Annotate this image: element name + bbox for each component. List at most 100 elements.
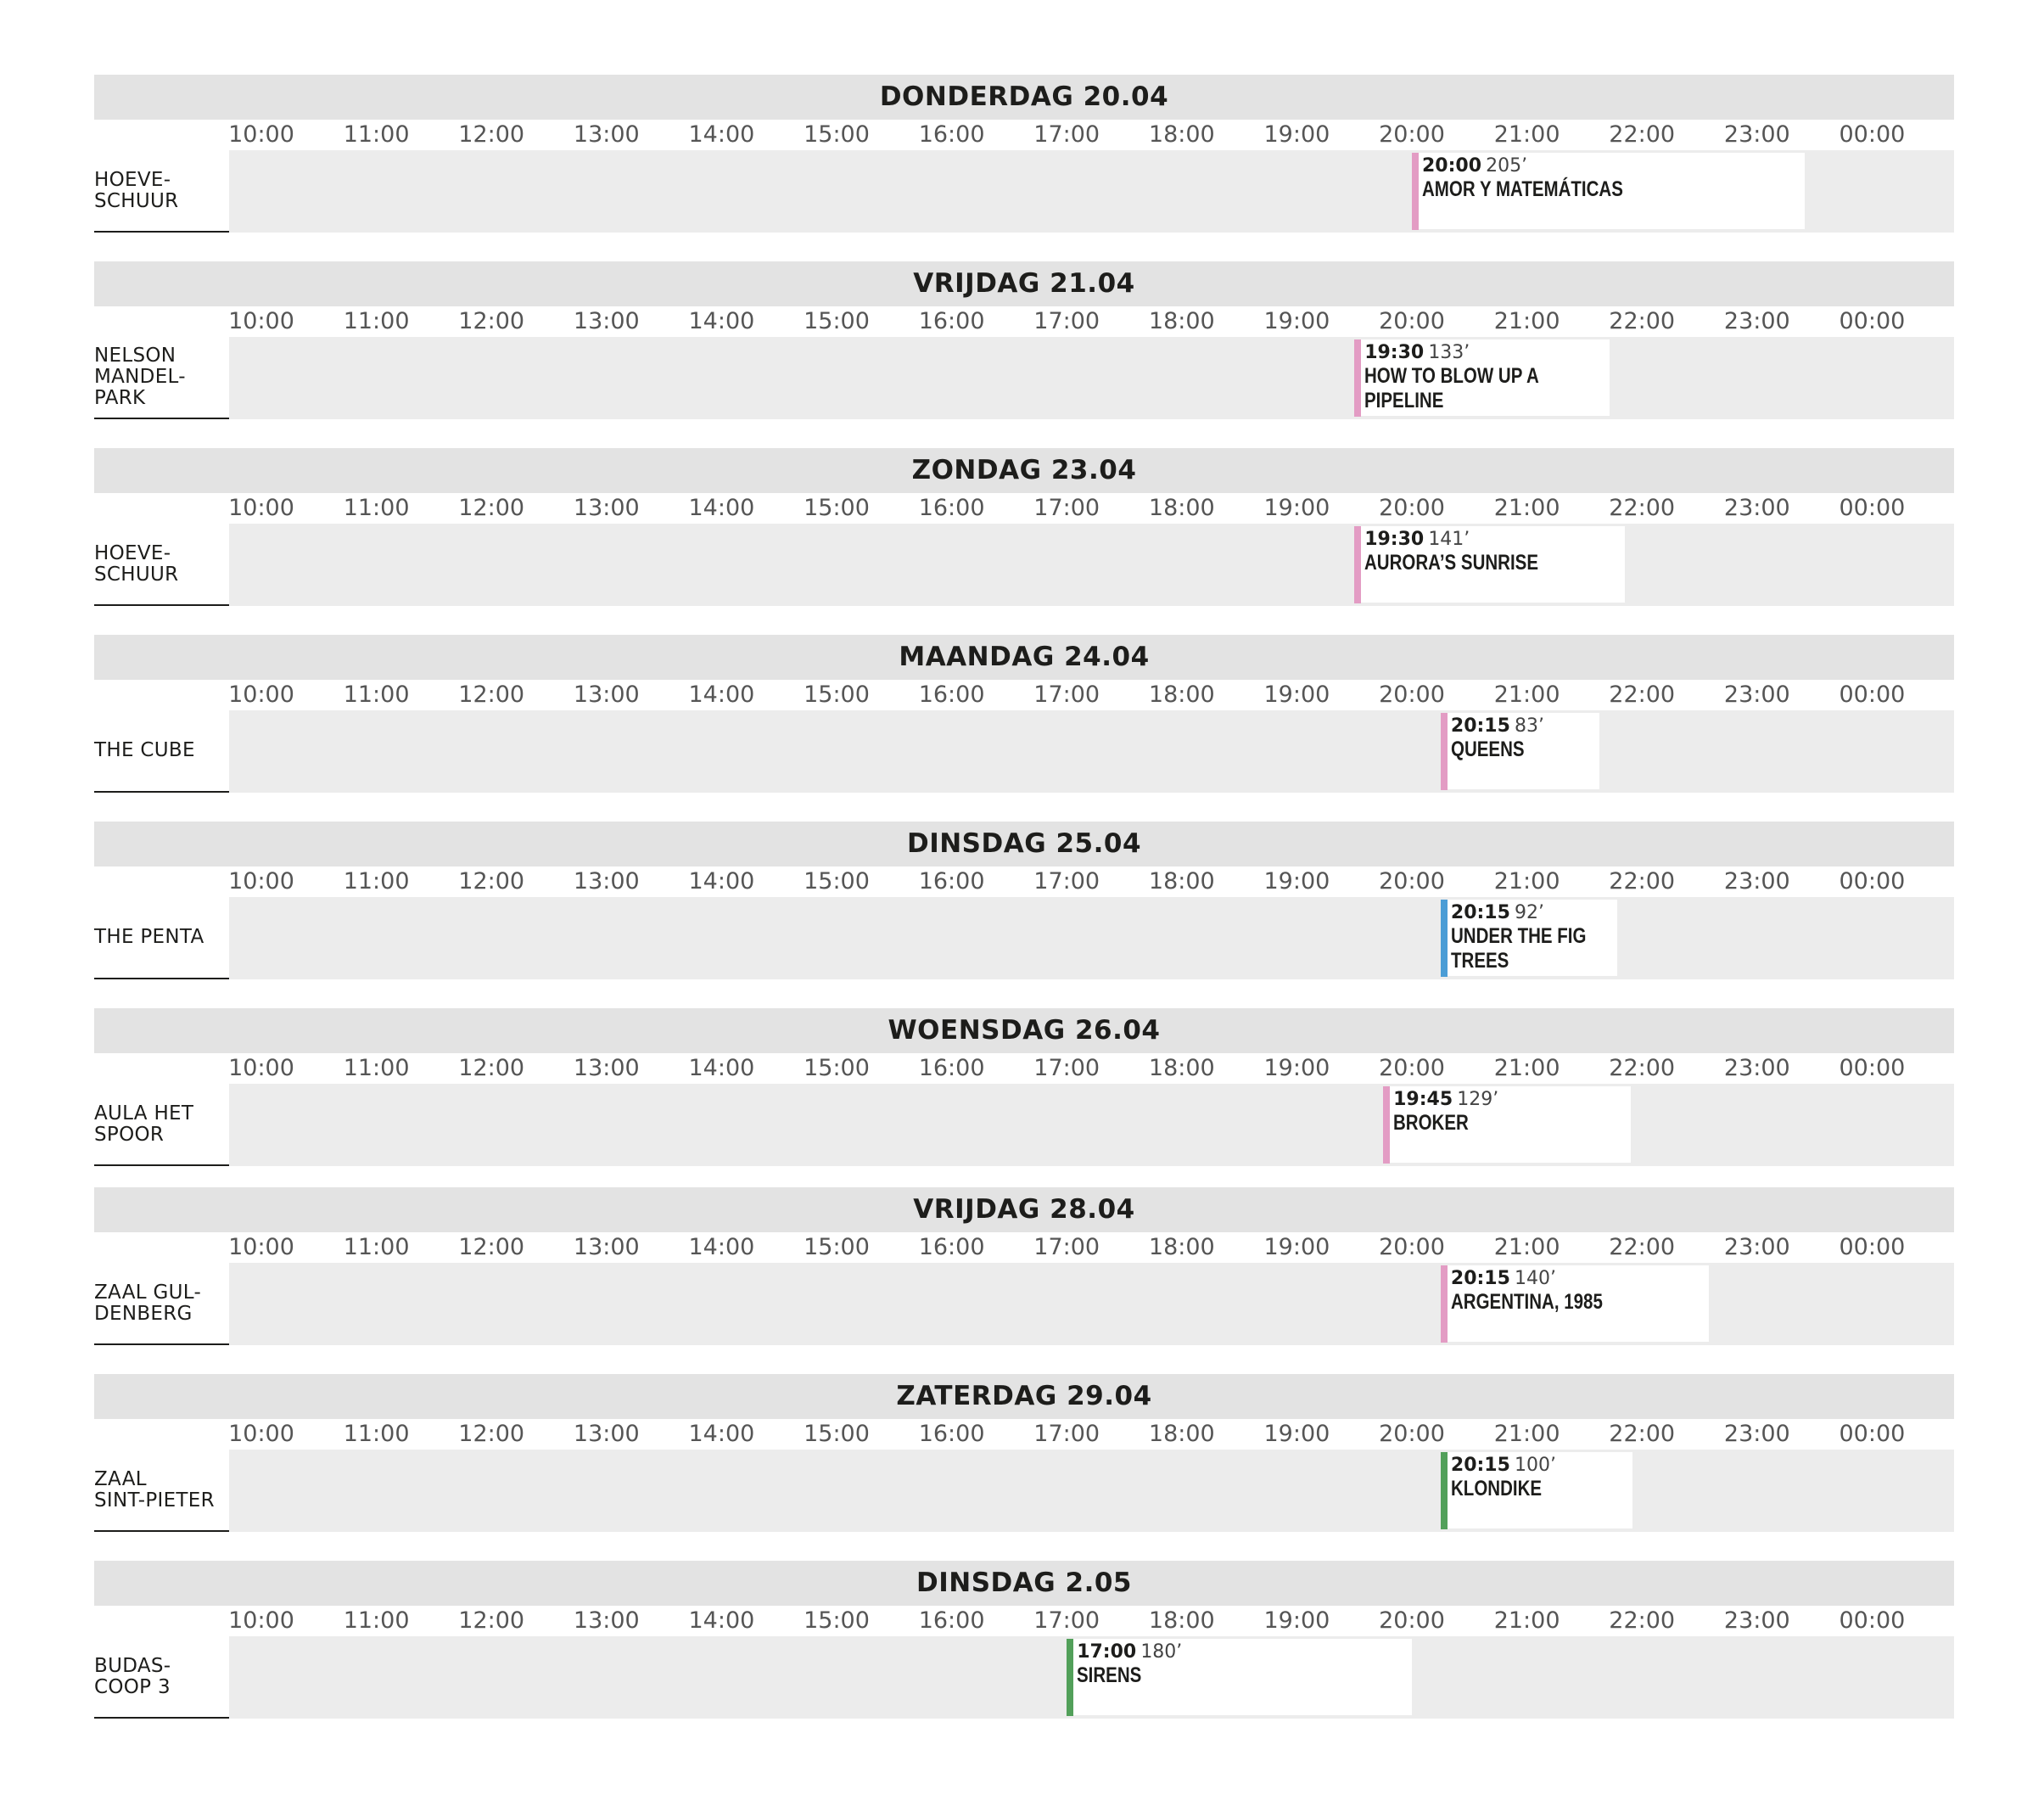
venue-cell: AULA HET SPOOR [94,1084,229,1166]
venue-name: NELSON MANDEL- PARK [94,345,186,409]
timeline-track: 20:15 100’ KLONDIKE [229,1450,1954,1532]
hour-label: 18:00 [1148,1234,1215,1260]
hour-label: 23:00 [1723,868,1790,895]
hour-label: 00:00 [1839,1234,1906,1260]
hour-label: 15:00 [804,681,870,708]
hour-label: 11:00 [343,681,410,708]
venue-cell: HOEVE- SCHUUR [94,524,229,606]
hour-label: 11:00 [343,1234,410,1260]
screening-card[interactable]: 19:30 141’ AURORA’S SUNRISE [1354,526,1625,603]
hour-label: 11:00 [343,1421,410,1447]
timeline-track: 19:30 141’ AURORA’S SUNRISE [229,524,1954,606]
venue-cell: THE CUBE [94,710,229,793]
hour-label: 17:00 [1033,1234,1100,1260]
venue-name: BUDAS- COOP 3 [94,1654,171,1698]
hour-label: 00:00 [1839,308,1906,334]
screening-time: 20:15 [1450,715,1510,737]
hour-label: 17:00 [1033,121,1100,148]
hour-label: 12:00 [458,1421,525,1447]
hour-label: 00:00 [1839,1607,1906,1634]
hour-label: 17:00 [1033,868,1100,895]
screening-time: 19:30 [1364,342,1425,363]
hour-label: 11:00 [343,308,410,334]
hour-label: 23:00 [1723,1234,1790,1260]
hour-label: 11:00 [343,495,410,521]
venue-name: ZAAL GUL- DENBERG [94,1281,202,1325]
hour-label: 18:00 [1148,121,1215,148]
hour-label: 16:00 [918,1234,985,1260]
hour-label: 12:00 [458,681,525,708]
day-title: VRIJDAG 21.04 [94,261,1954,306]
hour-label: 20:00 [1379,495,1445,521]
screening-card[interactable]: 20:15 100’ KLONDIKE [1440,1452,1632,1529]
hour-label: 17:00 [1033,1055,1100,1081]
hour-label: 14:00 [688,1234,755,1260]
day-title: ZONDAG 23.04 [94,448,1954,493]
hour-label: 16:00 [918,1607,985,1634]
day-title: MAANDAG 24.04 [94,635,1954,680]
hour-label: 22:00 [1609,1055,1676,1081]
hour-label: 16:00 [918,121,985,148]
hour-label: 14:00 [688,681,755,708]
hour-label: 12:00 [458,1607,525,1634]
day-title: DINSDAG 2.05 [94,1561,1954,1606]
screening-card[interactable]: 20:15 140’ ARGENTINA, 1985 [1440,1265,1710,1343]
hour-label: 00:00 [1839,681,1906,708]
hour-axis: 10:00 11:00 12:00 13:00 14:00 15:00 16:00 17:00… [94,493,1954,524]
hour-label: 12:00 [458,868,525,895]
hour-label: 16:00 [918,868,985,895]
screening-card[interactable]: 20:15 83’ QUEENS [1440,713,1600,790]
category-color-bar [1440,900,1448,977]
hour-label: 20:00 [1379,1607,1445,1634]
hour-label: 13:00 [573,681,640,708]
hour-label: 10:00 [228,1421,294,1447]
screening-meta: 20:15 140’ [1451,1268,1709,1290]
hour-label: 21:00 [1493,308,1560,334]
hour-label: 20:00 [1379,121,1445,148]
day-block: DINSDAG 25.04 10:00 11:00 12:00 13:00 14:00 15… [94,822,1954,980]
hour-axis: 10:00 11:00 12:00 13:00 14:00 15:00 16:00 17:00… [94,306,1954,337]
hour-label: 12:00 [458,1055,525,1081]
film-title: KLONDIKE [1450,1477,1542,1500]
hour-label: 14:00 [688,1421,755,1447]
screening-card[interactable]: 19:30 133’ HOW TO BLOW UP A PIPELINE [1354,339,1610,417]
screening-meta: 17:00 180’ [1077,1641,1412,1663]
timeline-track: 20:00 205’ AMOR Y MATEMÁTICAS [229,150,1954,233]
film-title: SIRENS [1077,1663,1142,1687]
venue-cell: BUDAS- COOP 3 [94,1636,229,1719]
hour-label: 10:00 [228,868,294,895]
hour-label: 17:00 [1033,681,1100,708]
hour-label: 23:00 [1723,121,1790,148]
venue-cell: THE PENTA [94,897,229,979]
screening-card[interactable]: 20:15 92’ UNDER THE FIG TREES [1440,900,1617,977]
hour-label: 13:00 [573,1055,640,1081]
category-color-bar [1440,713,1448,790]
hour-label: 18:00 [1148,868,1215,895]
timeline-track: 20:15 140’ ARGENTINA, 1985 [229,1263,1954,1345]
hour-label: 14:00 [688,121,755,148]
hour-label: 18:00 [1148,1055,1215,1081]
hour-label: 17:00 [1033,308,1100,334]
hour-label: 18:00 [1148,1607,1215,1634]
day-block: VRIJDAG 28.04 10:00 11:00 12:00 13:00 14:00 15… [94,1187,1954,1346]
hour-label: 15:00 [804,1421,870,1447]
film-title: HOW TO BLOW UP A PIPELINE [1364,364,1539,412]
hour-label: 13:00 [573,1234,640,1260]
film-title: UNDER THE FIG TREES [1450,924,1587,973]
hour-label: 23:00 [1723,1421,1790,1447]
hour-label: 10:00 [228,121,294,148]
hour-label: 19:00 [1263,121,1330,148]
screening-card[interactable]: 20:00 205’ AMOR Y MATEMÁTICAS [1412,153,1806,230]
screening-meta: 20:15 92’ [1451,902,1617,924]
day-block: VRIJDAG 21.04 10:00 11:00 12:00 13:00 14:00 15… [94,261,1954,420]
screening-card[interactable]: 17:00 180’ SIRENS [1067,1639,1412,1716]
hour-label: 22:00 [1609,681,1676,708]
hour-label: 11:00 [343,1607,410,1634]
hour-label: 21:00 [1493,121,1560,148]
hour-label: 20:00 [1379,868,1445,895]
hour-label: 17:00 [1033,495,1100,521]
screening-card[interactable]: 19:45 129’ BROKER [1383,1086,1631,1164]
hour-label: 21:00 [1493,1607,1560,1634]
hour-label: 00:00 [1839,868,1906,895]
hour-label: 12:00 [458,308,525,334]
